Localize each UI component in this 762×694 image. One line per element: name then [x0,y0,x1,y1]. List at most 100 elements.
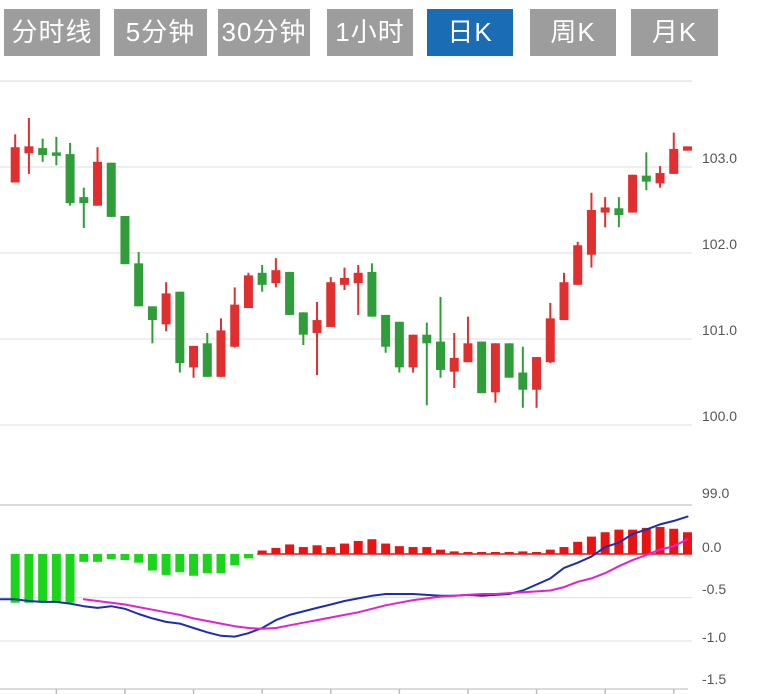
tab-5min[interactable]: 5分钟 [114,9,207,56]
candle [600,207,610,213]
tab-weekly-k[interactable]: 周K [530,9,616,56]
candle [628,174,638,213]
candle [10,147,20,183]
macd-bar [449,551,459,554]
macd-bar [655,527,665,554]
candle [51,152,61,156]
macd-bar [641,527,651,554]
candle [257,272,267,285]
macd-bar [326,547,336,554]
macd-bar [10,554,20,603]
candle [38,148,48,155]
x-axis [0,688,688,694]
candle [641,175,651,182]
macd-bar [298,547,308,554]
candle [682,146,692,151]
candle [312,320,322,333]
candle [230,304,240,347]
macd-bar [38,554,48,603]
candle [202,343,212,377]
candle [504,343,514,378]
candle [134,263,144,307]
tab-monthly-k[interactable]: 月K [631,9,718,56]
macd-bar [353,540,363,554]
macd-bar [394,546,404,554]
candle [449,357,459,372]
macd-bar [93,554,103,562]
macd-bar [257,550,267,554]
tab-daily-k[interactable]: 日K [427,9,513,56]
candle [559,282,569,321]
candle [436,341,446,370]
macd-bar [532,552,542,554]
candle [79,197,89,204]
macd-bar [559,547,569,554]
macd-bar [79,554,89,562]
macd-bar [175,554,185,573]
macd-bar [230,554,240,566]
macd-bar [24,554,34,603]
macd-bar [216,554,226,574]
macd-bar [367,539,377,554]
macd-histogram [10,527,692,603]
tab-1hour[interactable]: 1小时 [327,9,413,56]
svg-text:-1.0: -1.0 [702,629,726,645]
candle [189,345,199,368]
macd-bar [518,551,528,554]
svg-text:99.0: 99.0 [702,485,729,501]
tab-30min[interactable]: 30分钟 [218,9,310,56]
macd-bar [381,543,391,554]
macd-bar [573,541,583,554]
candle [490,343,500,393]
macd-bar [147,554,157,571]
macd-bar [682,532,692,554]
macd-bar [477,552,487,554]
price-axis-labels: 103.0 102.0 101.0 100.0 99.0 [702,150,737,501]
macd-bar [436,549,446,554]
candle [24,146,34,154]
candle [573,245,583,285]
candle [147,306,157,321]
candle [216,330,226,377]
macd-bar [65,554,75,603]
svg-text:-0.5: -0.5 [702,581,726,597]
candle [381,314,391,347]
macd-bar [134,554,144,563]
candle [367,271,377,317]
macd-bar [339,543,349,554]
tab-timeline[interactable]: 分时线 [4,9,100,56]
svg-text:-1.5: -1.5 [702,671,726,687]
candle [285,271,295,315]
macd-bar [545,549,555,554]
candle [408,334,418,368]
candle [298,312,308,335]
candle [518,372,528,390]
dif-line [0,515,689,638]
macd-gridlines [0,596,692,642]
macd-bar [120,554,130,561]
svg-text:103.0: 103.0 [702,150,737,166]
candle [120,216,130,265]
macd-bar [600,532,610,554]
macd-bar [422,547,432,554]
macd-bar [106,554,116,560]
candle [422,334,432,344]
svg-text:102.0: 102.0 [702,236,737,252]
candle [93,161,103,206]
candle [394,321,404,368]
macd-axis-labels: 0.0 -0.5 -1.0 -1.5 [702,539,726,687]
candle [669,148,679,174]
macd-bar [161,554,171,575]
candle [339,277,349,285]
macd-bar [490,552,500,554]
svg-text:100.0: 100.0 [702,408,737,424]
candle [655,173,665,184]
macd-bar [271,547,281,554]
candle [463,343,473,363]
macd-bar [312,545,322,554]
macd-bar [285,544,295,554]
candle [175,291,185,364]
candle-series [10,117,692,408]
